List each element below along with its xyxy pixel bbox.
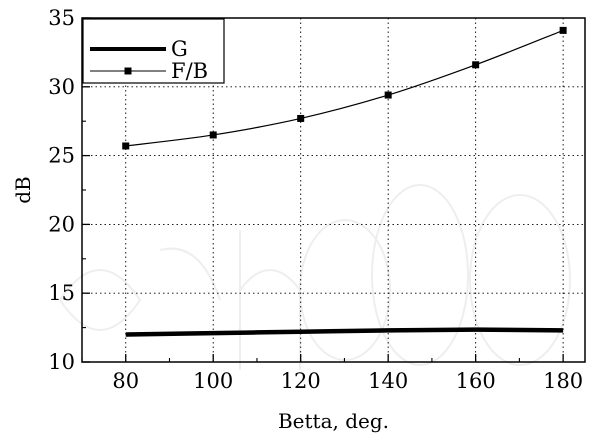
y-tick-label: 35 <box>48 6 75 30</box>
legend-g-label: G <box>171 37 188 61</box>
fb-data-point <box>297 114 305 122</box>
y-tick-label: 15 <box>48 281 75 305</box>
x-axis-title: Betta, deg. <box>278 409 389 433</box>
x-tick-label: 80 <box>112 369 139 393</box>
watermark-logo <box>59 184 571 370</box>
fb-data-point <box>559 26 567 34</box>
y-tick-label: 10 <box>48 350 75 374</box>
x-tick-label: 160 <box>456 369 496 393</box>
x-tick-label: 120 <box>281 369 321 393</box>
fb-data-point <box>122 142 130 150</box>
tick-labels: 80 100 120 140 160 180 10 15 20 25 30 35 <box>48 6 583 393</box>
fb-data-point <box>384 91 392 99</box>
y-tick-label: 25 <box>48 144 75 168</box>
x-tick-label: 140 <box>368 369 408 393</box>
y-tick-label: 20 <box>48 212 75 236</box>
legend: G F/B <box>82 18 225 84</box>
x-tick-label: 100 <box>193 369 233 393</box>
legend-fb-label: F/B <box>171 59 208 83</box>
grid <box>82 18 585 362</box>
series-line-fb <box>125 29 564 147</box>
ticks <box>81 17 564 363</box>
legend-fb-marker <box>124 67 132 75</box>
y-tick-label: 30 <box>48 75 75 99</box>
series-layer <box>122 26 567 337</box>
y-axis-title: dB <box>11 176 35 204</box>
fb-data-point <box>209 131 217 139</box>
x-tick-label: 180 <box>543 369 583 393</box>
fb-data-point <box>472 61 480 69</box>
series-line-g <box>125 327 564 337</box>
